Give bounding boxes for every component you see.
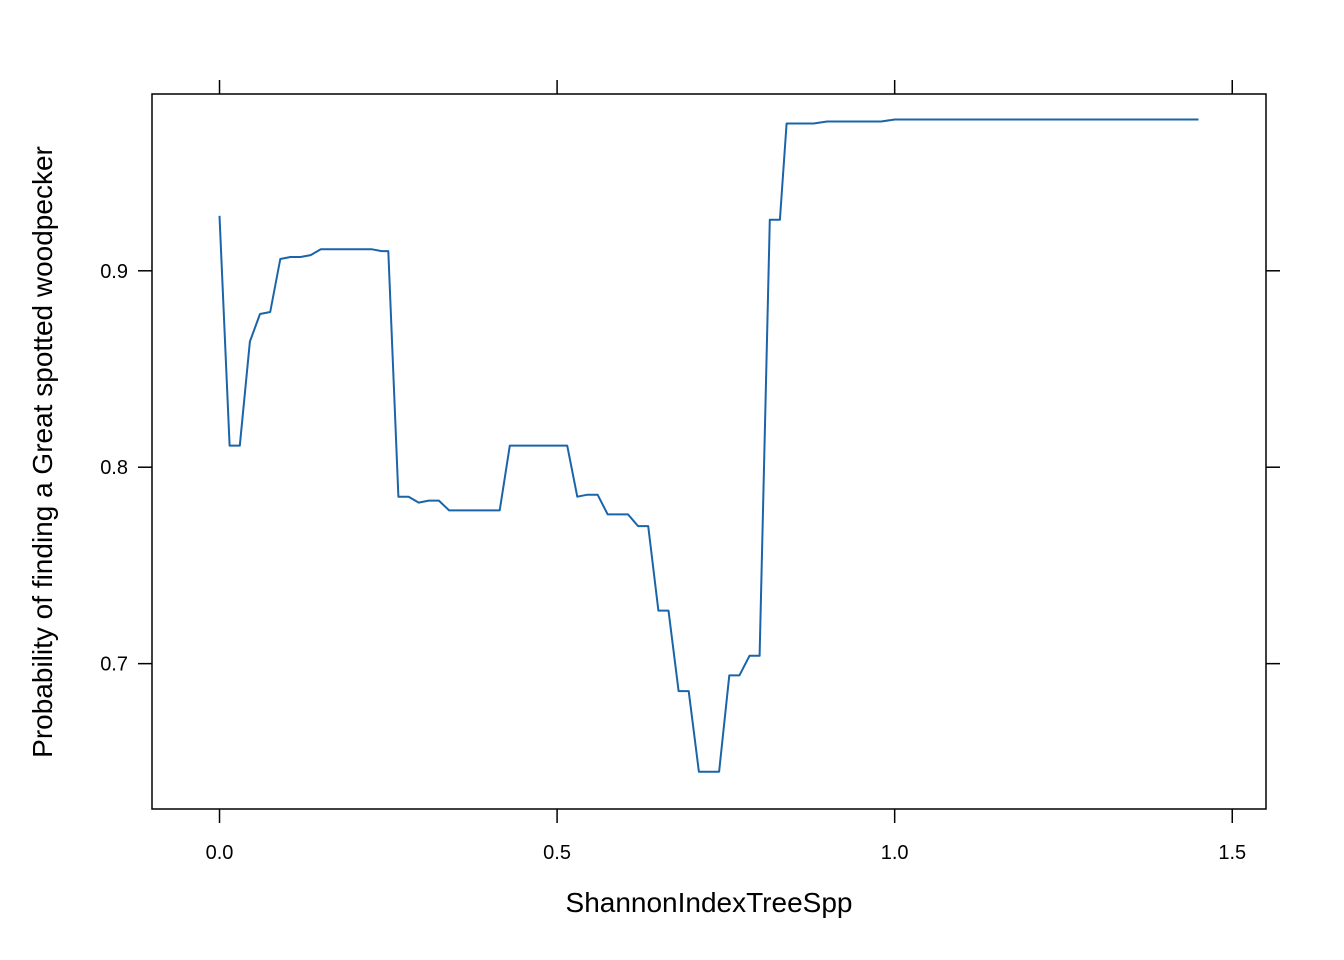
x-axis-top bbox=[218, 80, 1233, 94]
y-tick-label: 0.9 bbox=[100, 261, 128, 283]
x-tick-label: 1.5 bbox=[1218, 842, 1246, 864]
y-tick-label: 0.8 bbox=[100, 457, 128, 479]
y-axis-title: Probability of finding a Great spotted w… bbox=[27, 146, 58, 758]
y-tick-label: 0.7 bbox=[100, 654, 128, 676]
x-tick-label: 1.0 bbox=[881, 842, 909, 864]
y-axis-left: 0.7 0.8 0.9 bbox=[100, 261, 152, 676]
series-group bbox=[218, 118, 1199, 773]
x-tick-label: 0.5 bbox=[543, 842, 571, 864]
x-tick-label: 0.0 bbox=[206, 842, 234, 864]
series-line bbox=[218, 118, 1199, 773]
x-axis-title: ShannonIndexTreeSpp bbox=[566, 887, 853, 918]
x-axis-bottom: 0.0 0.5 1.0 1.5 bbox=[206, 809, 1246, 864]
y-axis-right bbox=[1266, 270, 1280, 665]
plot-frame bbox=[151, 93, 1267, 810]
